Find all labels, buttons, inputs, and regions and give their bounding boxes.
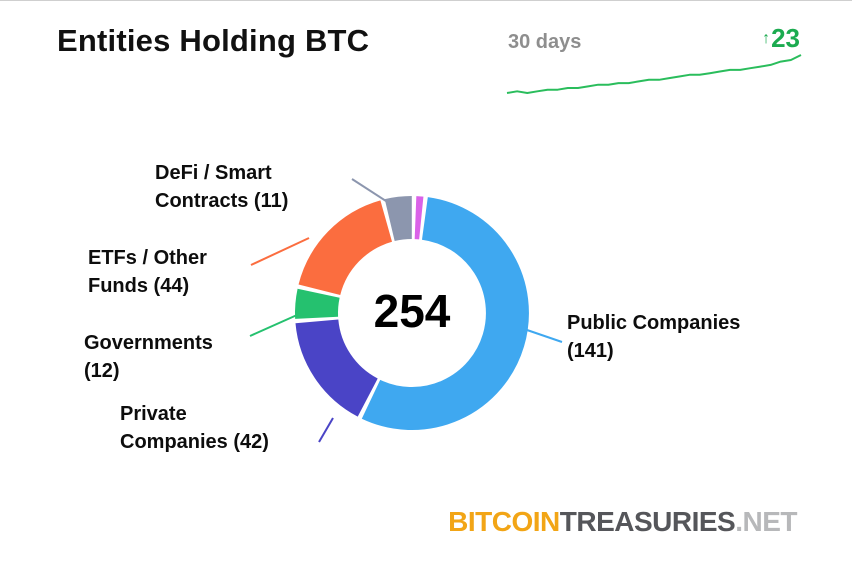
- brand-logo: BITCOINTREASURIES.NET: [448, 506, 797, 538]
- donut-segment-defi-smart-contracts[interactable]: [384, 196, 413, 242]
- brand-net: .NET: [735, 506, 797, 537]
- brand-bitcoin: BITCOIN: [448, 506, 560, 537]
- donut-segment-private-companies[interactable]: [295, 318, 379, 417]
- trend-change-value: 23: [771, 23, 800, 53]
- donut-segment-governments[interactable]: [295, 288, 340, 319]
- sparkline-chart: [506, 54, 802, 94]
- leader-line-defi-smart-contracts: [351, 178, 387, 202]
- leader-line-private-companies: [318, 417, 334, 443]
- label-etfs-other-funds: ETFs / Other Funds (44): [88, 247, 207, 298]
- donut-total: 254: [373, 284, 451, 337]
- label-defi-smart-contracts: DeFi / Smart Contracts (11): [155, 162, 289, 213]
- trend-change: ↑23: [762, 23, 800, 54]
- label-public-companies: Public Companies (141): [567, 312, 741, 363]
- chart-title: Entities Holding BTC: [57, 23, 370, 58]
- leader-line-governments: [249, 314, 298, 337]
- brand-treasuries: TREASURIES: [559, 506, 736, 537]
- up-arrow-icon: ↑: [762, 30, 771, 47]
- donut-segment-etfs-other-funds[interactable]: [298, 200, 393, 296]
- donut-segment-public-companies[interactable]: [361, 197, 529, 430]
- trend-range-label: 30 days: [508, 31, 582, 53]
- label-private-companies: Private Companies (42): [120, 403, 269, 454]
- label-governments: Governments (12): [84, 332, 213, 383]
- sparkline-path: [506, 54, 802, 94]
- leader-line-public-companies: [526, 329, 563, 343]
- leader-line-etfs-other-funds: [250, 237, 310, 266]
